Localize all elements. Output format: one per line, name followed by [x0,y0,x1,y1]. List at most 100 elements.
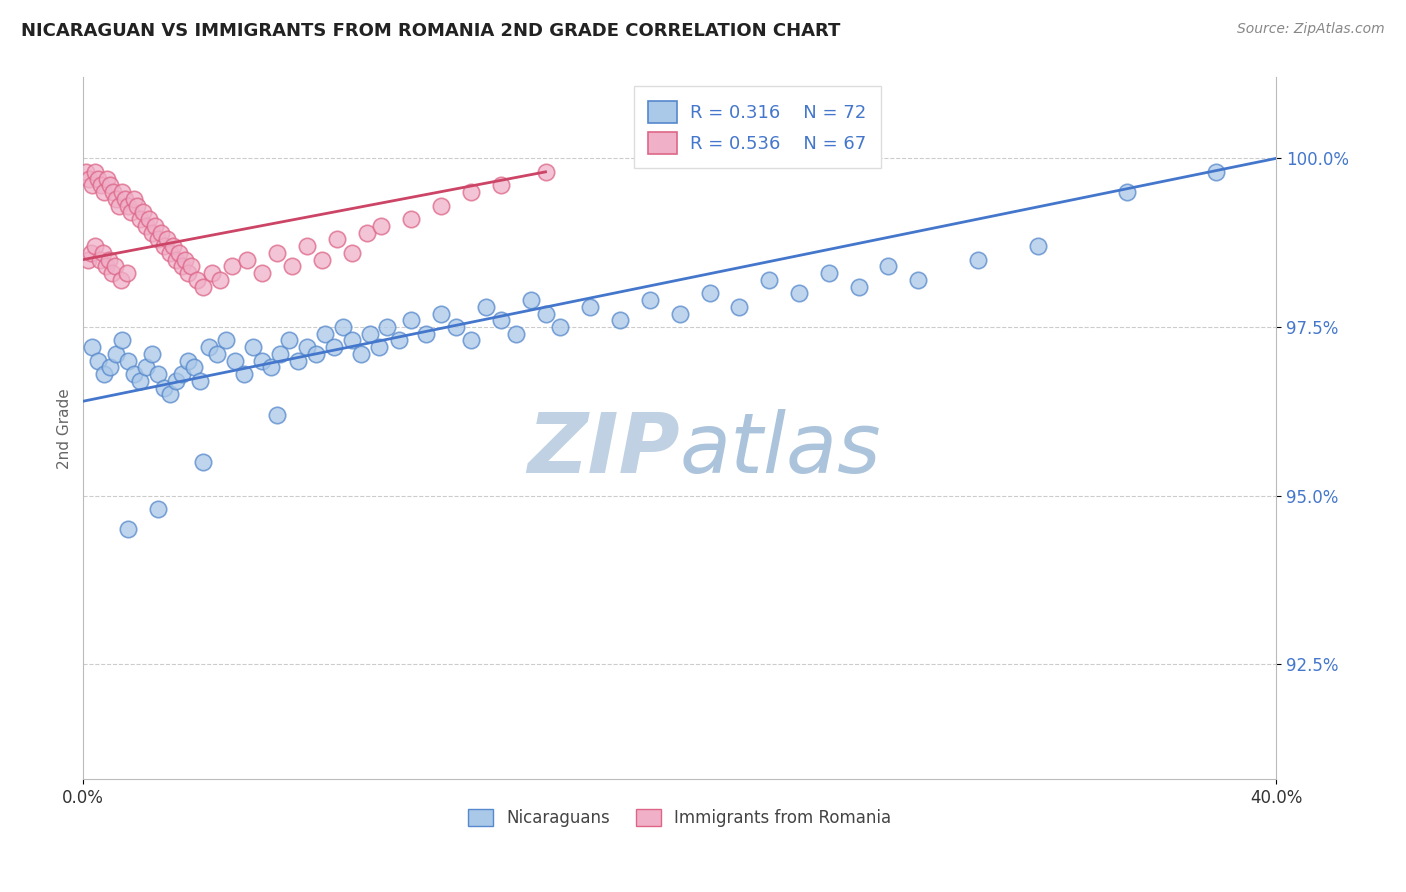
Point [188,374,211,388]
Legend: Nicaraguans, Immigrants from Romania: Nicaraguans, Immigrants from Romania [461,802,897,834]
Point [89,252,111,267]
Point [668,306,690,320]
Point [326,232,349,246]
Point [143,219,166,233]
Point [180,260,202,274]
Point [122,368,145,382]
Point [430,306,453,320]
Point [295,239,318,253]
Point [1026,239,1049,253]
Point [340,334,363,348]
Point [115,266,138,280]
Point [141,226,163,240]
Point [638,293,661,307]
Point [505,326,527,341]
Text: ZIP: ZIP [527,409,679,490]
Point [209,273,232,287]
Y-axis label: 2nd Grade: 2nd Grade [58,388,72,468]
Point [98,360,121,375]
Point [250,353,273,368]
Text: NICARAGUAN VS IMMIGRANTS FROM ROMANIA 2ND GRADE CORRELATION CHART: NICARAGUAN VS IMMIGRANTS FROM ROMANIA 2N… [21,22,841,40]
Point [146,232,169,246]
Point [105,347,128,361]
Point [101,185,124,199]
Point [97,252,120,267]
Point [100,266,122,280]
Point [370,219,392,233]
Point [699,286,721,301]
Point [550,320,572,334]
Point [87,353,110,368]
Point [117,198,139,212]
Point [460,334,482,348]
Point [141,347,163,361]
Point [94,260,117,274]
Point [314,326,336,341]
Point [475,300,498,314]
Point [489,178,512,193]
Point [430,198,453,212]
Point [114,192,136,206]
Point [108,198,131,212]
Point [159,387,181,401]
Point [489,313,512,327]
Point [1205,165,1227,179]
Point [848,279,870,293]
Point [156,232,179,246]
Point [82,178,104,193]
Point [281,260,304,274]
Point [367,340,389,354]
Point [98,178,121,193]
Point [287,353,309,368]
Point [758,273,780,287]
Point [183,360,205,375]
Point [167,245,190,260]
Point [250,266,273,280]
Point [129,374,152,388]
Point [356,226,378,240]
Point [877,260,900,274]
Point [907,273,929,287]
Point [153,381,176,395]
Point [84,165,107,179]
Text: atlas: atlas [679,409,882,490]
Point [787,286,810,301]
Point [295,340,318,354]
Point [176,353,198,368]
Point [609,313,631,327]
Point [269,347,291,361]
Point [221,260,243,274]
Point [125,198,148,212]
Text: Source: ZipAtlas.com: Source: ZipAtlas.com [1237,22,1385,37]
Point [170,368,193,382]
Point [90,178,112,193]
Point [266,245,288,260]
Point [260,360,283,375]
Point [117,522,139,536]
Point [120,205,142,219]
Point [170,260,193,274]
Point [200,266,222,280]
Point [519,293,541,307]
Point [162,239,184,253]
Point [129,212,152,227]
Point [117,353,139,368]
Point [82,340,104,354]
Point [146,502,169,516]
Point [104,260,127,274]
Point [415,326,437,341]
Point [1116,185,1139,199]
Point [77,171,100,186]
Point [534,306,557,320]
Point [173,252,195,267]
Point [349,347,371,361]
Point [149,226,172,240]
Point [242,340,264,354]
Point [93,368,115,382]
Point [728,300,751,314]
Point [135,219,157,233]
Point [186,273,208,287]
Point [278,334,301,348]
Point [266,408,288,422]
Point [332,320,354,334]
